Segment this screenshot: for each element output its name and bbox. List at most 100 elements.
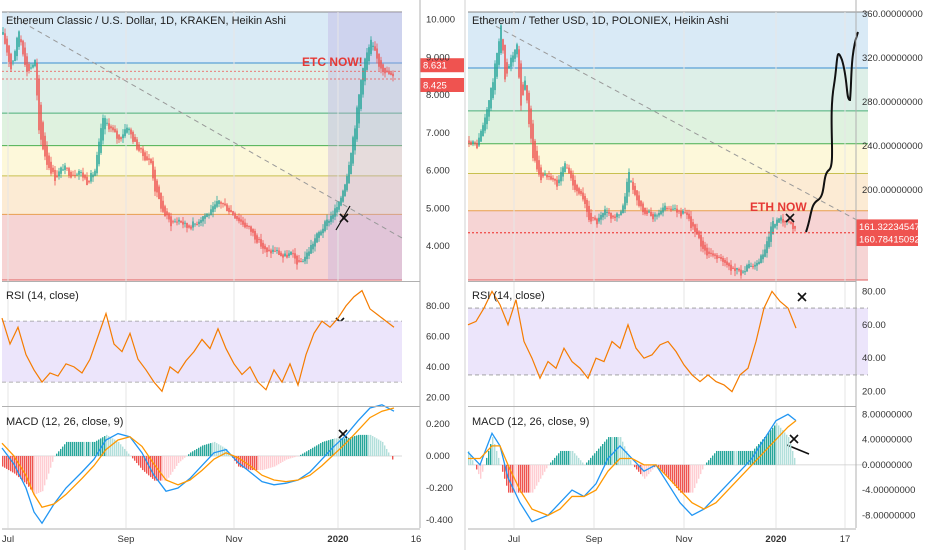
macd-histogram-bar [706,462,708,465]
macd-histogram-bar [324,441,326,456]
macd-histogram-bar [702,464,704,470]
macd-histogram-bar [598,448,600,465]
candle-body [202,216,204,222]
candle-body [682,210,684,214]
candle-body [748,263,750,269]
candle-body [32,64,34,68]
candle-body [534,140,536,161]
candle-body [358,94,360,124]
candle-body [600,214,602,220]
macd-histogram-bar [588,460,590,465]
candle-body [264,245,266,250]
candle-body [594,217,596,220]
candle-body [278,250,280,255]
price-tag-label: 161.32234547 [859,222,920,233]
candle-body [108,123,110,130]
macd-histogram-bar [328,440,330,456]
macd-histogram-bar [666,464,668,477]
candle-body [48,155,50,169]
rsi-line [1,289,395,393]
macd-histogram-bar [252,456,254,471]
macd-histogram-bar [32,456,34,493]
macd-histogram-bar [8,456,10,471]
macd-histogram-bar [64,444,66,456]
candle-body [62,169,64,171]
macd-histogram-bar [636,464,638,470]
candle-body [570,170,572,179]
macd-histogram-bar [556,455,558,465]
macd-histogram-bar [528,464,530,493]
macd-histogram-bar [176,456,178,466]
candle-body [52,167,54,173]
candle-body [292,253,294,255]
macd-histogram-bar [486,457,488,465]
candle-body [730,264,732,271]
candle-body [4,33,6,44]
candle-body [744,271,746,273]
macd-histogram-bar [638,464,640,472]
candle-body [638,195,640,206]
macd-axis-tick: 0.000 [426,451,450,462]
signal-line [468,420,797,517]
candle-body [200,219,202,223]
macd-histogram-bar [600,446,602,465]
candle-body [708,251,710,254]
candle-body [312,243,314,250]
macd-histogram-bar [24,456,26,483]
candle-body [136,139,138,150]
macd-histogram-bar [700,464,702,475]
macd-histogram-bar [720,450,722,465]
candle-body [314,238,316,247]
macd-histogram-bar [534,464,536,490]
macd-histogram-bar [250,456,252,471]
candle-body [740,269,742,276]
macd-histogram-bar [182,456,184,460]
macd-histogram-bar [144,456,146,472]
macd-histogram-bar [754,448,756,465]
candle-body [182,221,184,225]
candle-body [352,137,354,164]
candle-body [130,129,132,135]
macd-histogram-bar [48,456,50,474]
macd-histogram-bar [308,450,310,456]
candle-body [616,213,618,218]
candle-body [176,221,178,223]
macd-histogram-bar [94,441,96,456]
macd-histogram-bar [518,464,520,493]
candle-body [614,216,616,218]
candle-body [208,214,210,216]
candle-body [794,225,796,229]
macd-histogram-bar [646,464,648,477]
candle-body [760,255,762,264]
candle-body [490,87,492,109]
candle-body [766,241,768,254]
candle-body [330,215,332,222]
macd-histogram-bar [378,439,380,456]
candle-body [704,244,706,251]
macd-histogram-bar [612,437,614,465]
candle-body [102,118,104,141]
candle-body [98,141,100,165]
candle-body [82,172,84,178]
macd-histogram-bar [504,464,506,479]
macd-histogram-bar [66,441,68,456]
candle-body [598,217,600,222]
candle-body [234,213,236,219]
macd-histogram-bar [284,456,286,461]
candle-body [282,254,284,258]
macd-histogram-bar [554,457,556,465]
macd-histogram-bar [318,444,320,456]
macd-label: MACD (12, 26, close, 9) [6,416,123,428]
macd-histogram-bar [678,464,680,491]
candle-body [510,57,512,67]
macd-histogram-bar [56,453,58,456]
candle-body [216,201,218,207]
macd-histogram-bar [732,450,734,465]
macd-histogram-bar [276,456,278,466]
macd-histogram-bar [238,456,240,467]
macd-histogram-bar [568,450,570,465]
macd-histogram-bar [372,436,374,456]
cross-marker [789,434,799,444]
macd-histogram-bar [564,450,566,465]
macd-histogram-bar [162,456,164,481]
